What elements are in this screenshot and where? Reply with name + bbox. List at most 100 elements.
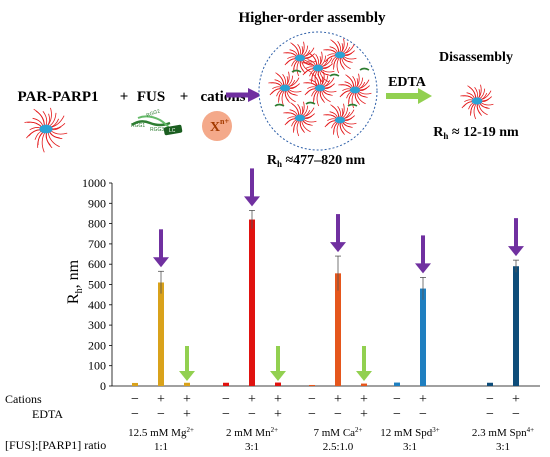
cations-symbol: + xyxy=(183,392,191,407)
bar xyxy=(335,273,341,386)
svg-text:Rh, nm: Rh, nm xyxy=(65,259,85,304)
condition-label: 7 mM Ca2+ xyxy=(313,426,362,439)
y-tick-label: 300 xyxy=(88,318,106,332)
cations-symbol: + xyxy=(157,392,165,407)
purple-arrow-head-icon xyxy=(415,263,431,274)
green-arrow-head-icon xyxy=(356,371,372,381)
bar xyxy=(513,266,519,386)
plus-sign-1: + xyxy=(120,89,129,105)
bar xyxy=(249,219,255,386)
fus-domain-rgg2: RGG2 xyxy=(146,108,162,119)
bar xyxy=(361,383,367,386)
y-tick-label: 600 xyxy=(88,257,106,271)
edta-symbol: − xyxy=(308,407,316,422)
plus-sign-2: + xyxy=(180,89,189,105)
green-arrow-head-icon xyxy=(179,371,195,381)
ratio-label: 3:1 xyxy=(245,441,259,453)
y-tick-label: 500 xyxy=(88,278,106,292)
par-parp1-molecule-icon xyxy=(24,107,68,153)
edta-symbol: − xyxy=(512,407,520,422)
y-tick-label: 900 xyxy=(88,196,106,210)
edta-arrow-label: EDTA xyxy=(388,75,427,90)
purple-arrow-head-icon xyxy=(330,242,346,253)
edta-symbol: − xyxy=(486,407,494,422)
rh-assembly-text: Rh ≈477–820 nm xyxy=(267,153,366,169)
fus-domain-lc: LC xyxy=(169,128,176,134)
edta-arrow-icon xyxy=(386,88,432,104)
row-label-edta: EDTA xyxy=(32,407,63,421)
cations-symbol: + xyxy=(248,392,256,407)
y-tick-label: 800 xyxy=(88,217,106,231)
row-label-ratio: [FUS]:[PARP1] ratio xyxy=(5,438,106,452)
condition-label: 12.5 mM Mg2+ xyxy=(128,426,194,439)
cations-symbol: + xyxy=(419,392,427,407)
bar xyxy=(309,384,315,386)
cations-symbol: + xyxy=(360,392,368,407)
purple-arrow-head-icon xyxy=(244,196,260,207)
edta-symbol: − xyxy=(334,407,342,422)
cations-symbol: − xyxy=(308,392,316,407)
assembly-arrow-icon xyxy=(226,88,262,102)
condition-rows: −−+−++12.5 mM Mg2+1:1−−+−++2 mM Mn2+3:1−… xyxy=(128,392,534,453)
row-label-cations: Cations xyxy=(5,392,42,406)
bar xyxy=(132,382,138,386)
edta-symbol: − xyxy=(393,407,401,422)
edta-symbol: − xyxy=(248,407,256,422)
cations-symbol: + xyxy=(512,392,520,407)
bar xyxy=(223,382,229,386)
schematic-panel: Higher-order assembly PAR-PARP1 + FUS + … xyxy=(17,10,519,169)
edta-symbol: + xyxy=(274,407,282,422)
edta-symbol: + xyxy=(183,407,191,422)
ratio-label: 2.5:1.0 xyxy=(323,441,354,453)
green-arrow-head-icon xyxy=(270,371,286,381)
cations-symbol: + xyxy=(274,392,282,407)
y-tick-label: 700 xyxy=(88,237,106,251)
bar xyxy=(158,282,164,386)
arrows xyxy=(153,168,524,381)
condition-label: 12 mM Spd3+ xyxy=(380,426,439,439)
cation-charge: n+ xyxy=(220,117,229,126)
cation-symbol: X xyxy=(210,120,220,135)
y-tick-label: 100 xyxy=(88,359,106,373)
fus-molecule-icon: RGG2 RGG1 RGG3 LC xyxy=(131,108,183,136)
higher-order-assembly-icon xyxy=(258,31,378,151)
fus-label: FUS xyxy=(137,89,165,105)
edta-symbol: − xyxy=(157,407,165,422)
y-tick-label: 0 xyxy=(100,379,106,393)
cations-symbol: + xyxy=(334,392,342,407)
disassembly-label: Disassembly xyxy=(439,50,513,65)
assembly-title: Higher-order assembly xyxy=(238,10,386,26)
edta-symbol: − xyxy=(222,407,230,422)
condition-label: 2.3 mM Spn4+ xyxy=(472,426,534,439)
bar xyxy=(275,382,281,386)
cations-symbol: − xyxy=(222,392,230,407)
cations-symbol: − xyxy=(131,392,139,407)
bar xyxy=(394,382,400,386)
y-tick-label: 200 xyxy=(88,338,106,352)
ratio-label: 1:1 xyxy=(154,441,168,453)
cation-icon: X n+ xyxy=(202,111,232,141)
fus-domain-rgg3: RGG3 xyxy=(150,127,164,133)
edta-symbol: + xyxy=(360,407,368,422)
rh-disassembly-text: Rh ≈ 12-19 nm xyxy=(433,125,519,141)
cations-symbol: − xyxy=(486,392,494,407)
ratio-label: 3:1 xyxy=(403,441,417,453)
edta-symbol: − xyxy=(131,407,139,422)
y-tick-label: 1000 xyxy=(82,176,106,190)
edta-symbol: − xyxy=(419,407,427,422)
disassembled-molecule-icon xyxy=(460,84,494,120)
y-axis: 0 100 200 300 400 500 600 700 800 900 1000 xyxy=(82,176,540,393)
ratio-label: 3:1 xyxy=(496,441,510,453)
bars xyxy=(132,210,519,386)
purple-arrow-head-icon xyxy=(508,246,524,257)
fus-domain-rgg1: RGG1 xyxy=(131,123,145,129)
bar xyxy=(184,382,190,386)
par-parp1-label: PAR-PARP1 xyxy=(17,89,98,105)
bar xyxy=(420,288,426,386)
cations-symbol: − xyxy=(393,392,401,407)
condition-label: 2 mM Mn2+ xyxy=(226,426,278,439)
y-axis-label: Rh, nm xyxy=(65,259,85,304)
purple-arrow-head-icon xyxy=(153,257,169,268)
